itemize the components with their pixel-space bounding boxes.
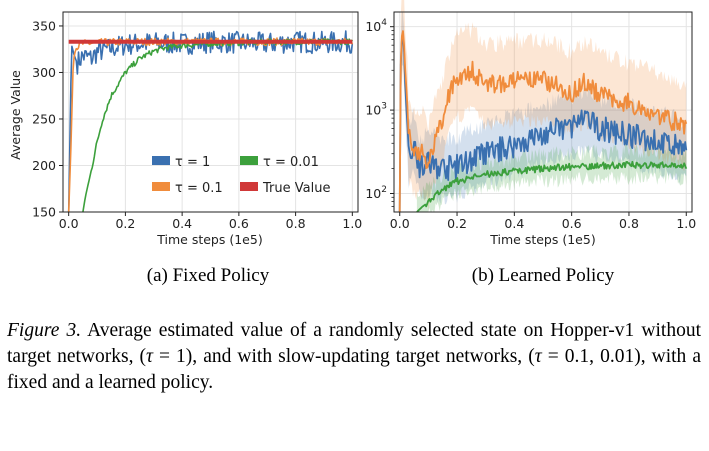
legend-label-tau-1: τ = 1: [175, 155, 210, 170]
learned-x-tick-label: 0.4: [504, 216, 524, 231]
fixed-series--1: [67, 30, 354, 213]
learned-band--0.1: [399, 0, 687, 212]
fixed-x-tick-label: 1.0: [342, 216, 362, 231]
learned-x-tick-label: 0.0: [390, 216, 410, 231]
fixed-x-tick-label: 0.8: [286, 216, 306, 231]
legend-swatch-tau-0.1: [152, 182, 170, 191]
legend-swatch-true-value: [240, 182, 258, 191]
fixed-x-tick-label: 0.0: [59, 216, 79, 231]
fixed-y-tick-label: 250: [32, 111, 56, 126]
fixed-y-tick-label: 300: [32, 65, 56, 80]
legend-label-true-value: True Value: [262, 181, 330, 196]
learned-series-layer: [398, 30, 688, 213]
learned-series--0.01: [416, 160, 688, 213]
fixed-y-tick-label: 200: [32, 158, 56, 173]
learned-x-tick-label: 0.8: [619, 216, 639, 231]
legend-swatch-tau-1: [152, 156, 170, 165]
learned-ticks: 0.0 0.2 0.4 0.6 0.8 1.0 102 103 104: [365, 18, 696, 231]
learned-band--0.01: [416, 143, 687, 212]
caption-text-3: = 0.1, 0.01), with a fixed and a learned…: [7, 346, 701, 393]
fixed-x-tick-label: 0.2: [115, 216, 135, 231]
fixed-subcaption: (a) Fixed Policy: [147, 265, 270, 286]
fixed-y-tick-label: 350: [32, 18, 56, 33]
learned-x-tick-label: 0.6: [562, 216, 582, 231]
fixed-policy-chart: 0.0 0.2 0.4 0.6 0.8 1.0 150 200 250 300 350 Time s…: [8, 11, 362, 286]
learned-y-tick-label: 102: [365, 185, 387, 201]
learned-y-tick-label: 104: [365, 18, 387, 34]
legend: τ = 1 τ = 0.01 τ = 0.1 True Value: [152, 155, 330, 196]
learned-x-tick-label: 1.0: [676, 216, 696, 231]
figure-canvas: 0.0 0.2 0.4 0.6 0.8 1.0 150 200 250 300 350 Time s…: [8, 0, 696, 286]
caption-text-1: Average estimated value of a randomly se…: [7, 320, 701, 367]
legend-label-tau-0.01: τ = 0.01: [263, 155, 319, 170]
learned-subcaption: (b) Learned Policy: [472, 265, 615, 286]
fixed-x-tick-label: 0.6: [229, 216, 249, 231]
fixed-plot-frame: [62, 11, 359, 213]
caption-label: Figure 3.: [7, 320, 82, 341]
fixed-y-tick-label: 150: [32, 205, 56, 220]
fixed-x-axis-label: Time steps (1e5): [156, 232, 262, 247]
fixed-series-layer: [67, 30, 354, 213]
learned-plot-frame: [393, 11, 693, 213]
legend-label-tau-0.1: τ = 0.1: [175, 181, 223, 196]
legend-swatch-tau-0.01: [240, 156, 258, 165]
learned-y-tick-label: 103: [365, 102, 387, 118]
caption-tau-2: τ: [534, 346, 542, 367]
fixed-x-tick-label: 0.4: [172, 216, 192, 231]
fixed-y-axis-label: Average Value: [8, 70, 23, 160]
caption-text-2: = 1), and with slow-updating target netw…: [152, 346, 535, 367]
learned-series--0.1: [398, 30, 688, 213]
fixed-ticks: 0.0 0.2 0.4 0.6 0.8 1.0 150 200 250 300 350: [32, 18, 362, 231]
learned-x-tick-label: 0.2: [447, 216, 467, 231]
caption-tau-1: τ: [145, 346, 153, 367]
learned-policy-chart: 0.0 0.2 0.4 0.6 0.8 1.0 102 103 104 Time steps (…: [365, 0, 696, 286]
learned-x-axis-label: Time steps (1e5): [489, 232, 595, 247]
learned-plot-area: [394, 12, 692, 212]
figure-caption: Figure 3. Average estimated value of a r…: [7, 318, 701, 396]
learned-series--1: [398, 34, 688, 213]
